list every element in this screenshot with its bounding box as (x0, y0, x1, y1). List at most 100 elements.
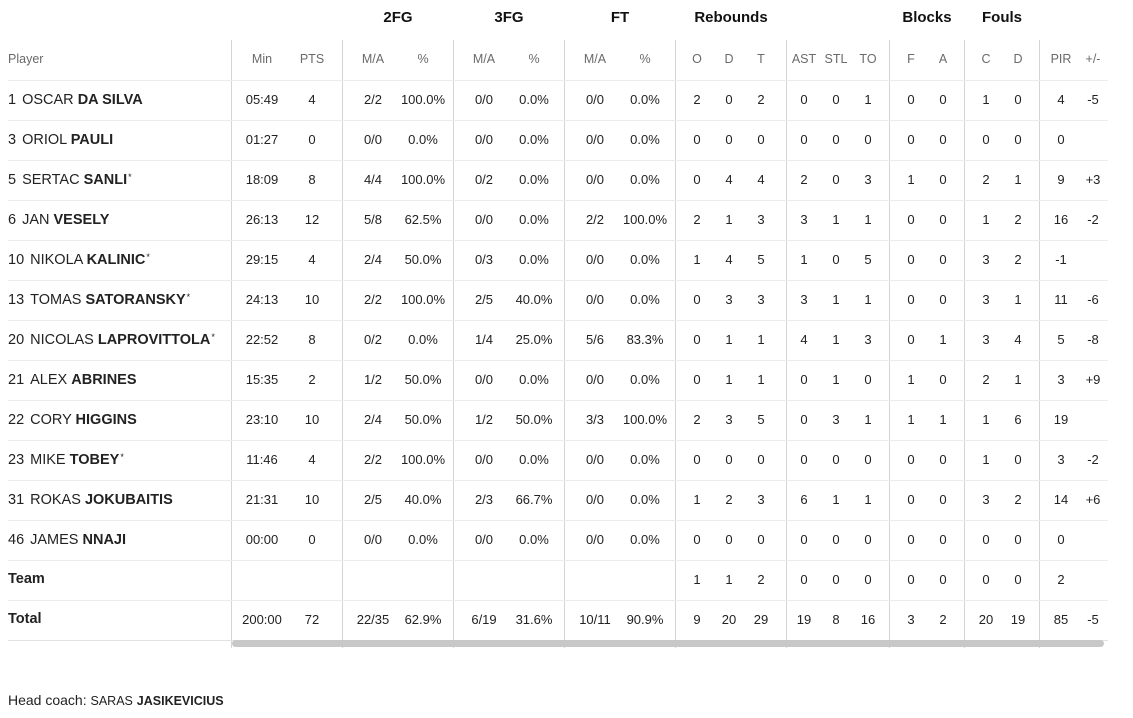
column-header-stl[interactable]: STL (824, 52, 848, 66)
player-name-cell[interactable]: 5 SERTAC SANLI* (8, 160, 132, 200)
stat-cell-pts: 4 (308, 252, 316, 267)
horizontal-scrollbar[interactable] (232, 640, 1104, 647)
stat-cell-pm (1063, 520, 1123, 560)
player-row[interactable]: 20 NICOLAS LAPROVITTOLA* 22:52 8 0/2 0.0% 1/4 2… (8, 320, 1108, 361)
stat-cell-ast: 0 (800, 372, 808, 387)
stat-cell-ft-ma: 0/0 (585, 452, 605, 467)
player-name-cell[interactable]: 3 ORIOL PAULI (8, 120, 114, 160)
stat-cell-to: 0 (864, 532, 872, 547)
column-header-fg2-pct[interactable]: % (417, 52, 429, 66)
player-number: 22 (8, 412, 25, 428)
player-row[interactable]: 5 SERTAC SANLI* 18:09 8 4/4 100.0% 0/2 0.0% 0/0 0… (8, 160, 1108, 201)
column-header-fg3-pct[interactable]: % (528, 52, 540, 66)
stat-cell-foul-c: 3 (982, 492, 990, 507)
stat-cell-ft-ma: 2/2 (585, 212, 605, 227)
column-header-foul-c[interactable]: C (981, 52, 991, 66)
stat-cell-reb-d: 0 (725, 92, 733, 107)
column-header-reb-d[interactable]: D (724, 52, 734, 66)
player-row[interactable]: 31 ROKAS JOKUBAITIS 21:31 10 2/5 40.0% 2/3 66.7… (8, 480, 1108, 521)
player-name-cell[interactable]: 1 OSCAR DA SILVA (8, 80, 144, 120)
column-header-to[interactable]: TO (859, 52, 877, 66)
stat-cell-reb-t: 2 (757, 572, 765, 587)
stat-cell-fg2-ma: 2/2 (363, 92, 383, 107)
player-name-cell[interactable]: 21 ALEX ABRINES (8, 360, 138, 400)
player-name-cell[interactable]: 22 CORY HIGGINS (8, 400, 138, 440)
stat-cell-reb-t: 1 (757, 332, 765, 347)
stat-cell-pts: 10 (304, 412, 320, 427)
stat-cell-fg2-ma: 2/5 (363, 492, 383, 507)
starter-marker: * (120, 452, 124, 462)
stat-cell-ft-pct: 0.0% (630, 492, 660, 507)
head-coach: Head coach: SARAS JASIKEVICIUS (8, 692, 224, 708)
stat-cell-foul-d: 1 (1014, 172, 1022, 187)
column-header-reb-o[interactable]: O (692, 52, 702, 66)
player-row[interactable]: 6 JAN VESELY 26:13 12 5/8 62.5% 0/0 0.0% 2/2 100.… (8, 200, 1108, 241)
stat-cell-pm (1063, 560, 1123, 600)
player-name-cell[interactable]: 6 JAN VESELY (8, 200, 110, 240)
stat-cell-pm (1063, 240, 1123, 280)
stat-cell-ft-pct: 0.0% (630, 372, 660, 387)
column-header-ast[interactable]: AST (791, 52, 817, 66)
stat-cell-pm: -2 (1087, 212, 1099, 227)
stat-cell-foul-d: 0 (1014, 452, 1022, 467)
column-header-foul-d[interactable]: D (1013, 52, 1023, 66)
column-header-player[interactable]: Player (8, 52, 44, 66)
player-name-cell[interactable]: 10 NIKOLA KALINIC* (8, 240, 150, 280)
player-name-cell[interactable]: 46 JAMES NNAJI (8, 520, 127, 560)
column-header-blk-a[interactable]: A (938, 52, 948, 66)
stat-cell-fg2-pct: 100.0% (400, 292, 446, 307)
stat-cell-pir: 4 (1057, 92, 1065, 107)
column-header-pm[interactable]: +/- (1085, 52, 1101, 66)
column-header-ft-pct[interactable]: % (639, 52, 651, 66)
player-number: 23 (8, 452, 25, 468)
player-first-name: MIKE (30, 452, 66, 468)
stat-cell-min: 00:00 (245, 532, 279, 547)
player-row[interactable]: 23 MIKE TOBEY* 11:46 4 2/2 100.0% 0/0 0.0% 0/0 0.… (8, 440, 1108, 481)
stat-cell-reb-t: 5 (757, 252, 765, 267)
stat-cell-stl: 0 (832, 132, 840, 147)
team-row: Team 1 1 2 0 0 0 0 0 0 0 2 (8, 560, 1108, 601)
stat-cell-pir: 9 (1057, 172, 1065, 187)
column-header-min[interactable]: Min (251, 52, 273, 66)
column-header-blk-f[interactable]: F (907, 52, 915, 66)
stat-cell-foul-d: 1 (1014, 292, 1022, 307)
column-header-ft-ma[interactable]: M/A (583, 52, 607, 66)
player-name-cell[interactable]: 23 MIKE TOBEY* (8, 440, 124, 480)
player-row[interactable]: 10 NIKOLA KALINIC* 29:15 4 2/4 50.0% 0/3 0.0% 0/… (8, 240, 1108, 281)
stat-cell-ast: 0 (800, 452, 808, 467)
player-name-cell[interactable]: 20 NICOLAS LAPROVITTOLA* (8, 320, 215, 360)
stat-cell-fg3-pct: 50.0% (515, 412, 553, 427)
stat-cell-fg3-ma: 0/0 (474, 452, 494, 467)
starter-marker: * (146, 252, 150, 262)
player-row[interactable]: 3 ORIOL PAULI 01:27 0 0/0 0.0% 0/0 0.0% 0/0 0.0% 0… (8, 120, 1108, 161)
stat-cell-reb-t: 0 (757, 532, 765, 547)
column-header-pir[interactable]: PIR (1050, 52, 1072, 66)
column-header-pts[interactable]: PTS (299, 52, 325, 66)
stat-cell-ft-pct: 100.0% (622, 412, 668, 427)
column-header-fg3-ma[interactable]: M/A (472, 52, 496, 66)
stat-cell-reb-t: 3 (757, 492, 765, 507)
stat-cell-pm: -2 (1087, 452, 1099, 467)
stat-cell-reb-d: 1 (725, 572, 733, 587)
player-first-name: JAMES (30, 532, 79, 548)
stat-cell-to: 0 (864, 452, 872, 467)
player-first-name: CORY (30, 412, 72, 428)
player-row[interactable]: 21 ALEX ABRINES 15:35 2 1/2 50.0% 0/0 0.0% 0/0 0.… (8, 360, 1108, 401)
player-row[interactable]: 46 JAMES NNAJI 00:00 0 0/0 0.0% 0/0 0.0% 0/0 0.0%… (8, 520, 1108, 561)
player-name-cell[interactable]: 13 TOMAS SATORANSKY* (8, 280, 190, 320)
player-row[interactable]: 13 TOMAS SATORANSKY* 24:13 10 2/2 100.0% 2/5 40… (8, 280, 1108, 321)
player-row[interactable]: 22 CORY HIGGINS 23:10 10 2/4 50.0% 1/2 50.0% 3/3… (8, 400, 1108, 441)
stat-cell-foul-c: 1 (982, 92, 990, 107)
stat-cell-ast: 3 (800, 292, 808, 307)
column-header-reb-t[interactable]: T (757, 52, 765, 66)
player-name-cell[interactable]: 31 ROKAS JOKUBAITIS (8, 480, 174, 520)
stat-cell-ast: 0 (800, 92, 808, 107)
stat-cell-to: 5 (864, 252, 872, 267)
stat-cell-to: 1 (864, 292, 872, 307)
stat-cell-blk-a: 0 (939, 92, 947, 107)
player-row[interactable]: 1 OSCAR DA SILVA 05:49 4 2/2 100.0% 0/0 0.0% 0/0… (8, 80, 1108, 121)
stat-cell-reb-o: 2 (693, 212, 701, 227)
stat-cell-stl: 1 (832, 292, 840, 307)
column-header-fg2-ma[interactable]: M/A (361, 52, 385, 66)
